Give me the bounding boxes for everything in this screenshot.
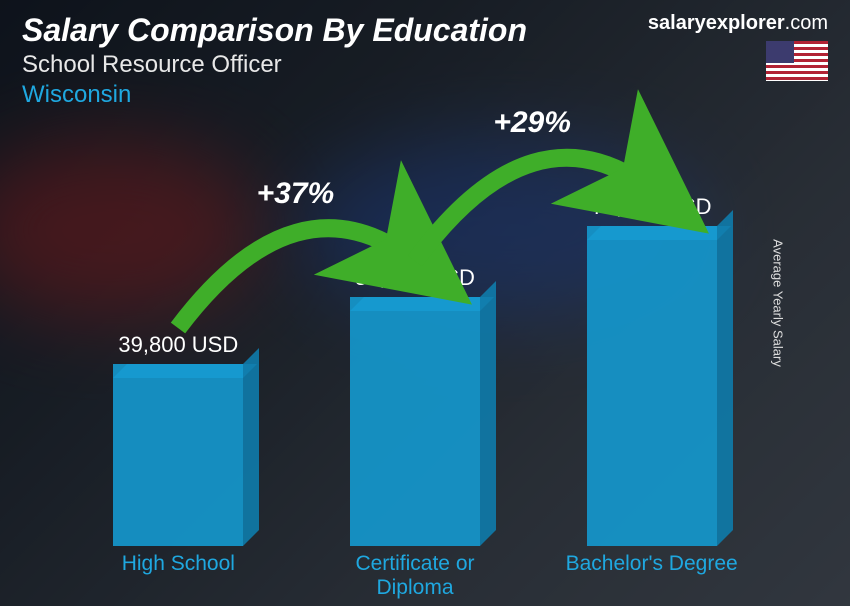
category-label: Certificate or Diploma [325,552,505,600]
location: Wisconsin [22,81,527,109]
increase-label: +29% [493,106,571,140]
category-labels: High School Certificate or Diploma Bachelo… [60,552,770,600]
brand-name: salaryexplorer [648,12,785,34]
flag-us-icon [766,41,828,81]
category-label: Bachelor's Degree [562,552,742,600]
header: Salary Comparison By Education School Re… [22,12,828,109]
job-title: School Resource Officer [22,51,527,79]
y-axis-label: Average Yearly Salary [771,239,786,367]
increase-label: +37% [257,177,335,211]
brand: salaryexplorer.com [648,12,828,35]
category-label: High School [88,552,268,600]
page-title: Salary Comparison By Education [22,12,527,49]
brand-tld: .com [785,12,828,34]
